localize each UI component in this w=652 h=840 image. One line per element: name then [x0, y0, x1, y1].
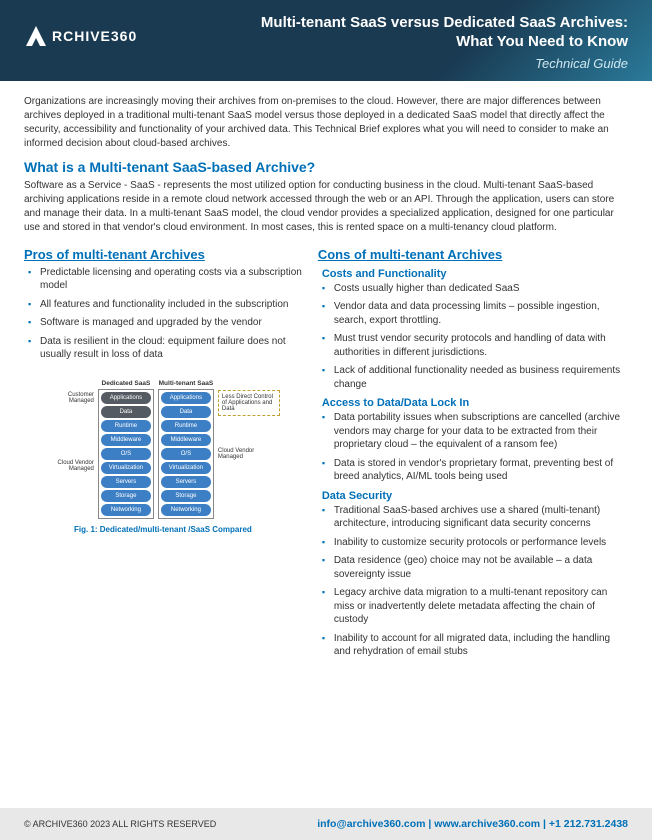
page-footer: © ARCHIVE360 2023 ALL RIGHTS RESERVED in… — [0, 808, 652, 840]
list-item: Software is managed and upgraded by the … — [28, 316, 302, 330]
layer: Servers — [161, 476, 211, 488]
header-title-line2: What You Need to Know — [261, 33, 628, 52]
list-item: Data is stored in vendor's proprietary f… — [322, 457, 628, 484]
cons-heading: Cons of multi-tenant Archives — [318, 247, 628, 262]
copyright-text: © ARCHIVE360 2023 ALL RIGHTS RESERVED — [24, 819, 216, 829]
list-item: Vendor data and data processing limits –… — [322, 300, 628, 327]
multitenant-header: Multi-tenant SaaS — [158, 380, 214, 387]
architecture-diagram: Customer Managed Cloud Vendor Managed De… — [24, 380, 302, 519]
layer: O/S — [161, 448, 211, 460]
intro-paragraph: Organizations are increasingly moving th… — [24, 95, 628, 151]
list-item: Inability to account for all migrated da… — [322, 632, 628, 659]
cons-column: Cons of multi-tenant Archives Costs and … — [318, 241, 628, 664]
dedicated-stack: Applications Data Runtime Middleware O/S… — [98, 389, 154, 519]
list-item: Lack of additional functionality needed … — [322, 364, 628, 391]
layer: Runtime — [161, 420, 211, 432]
header-title-line1: Multi-tenant SaaS versus Dedicated SaaS … — [261, 14, 628, 33]
dedicated-header: Dedicated SaaS — [98, 380, 154, 387]
pros-column: Pros of multi-tenant Archives Predictabl… — [24, 241, 302, 664]
list-item: Costs usually higher than dedicated SaaS — [322, 282, 628, 296]
layer: Middleware — [101, 434, 151, 446]
layer: Virtualization — [101, 462, 151, 474]
list-item: All features and functionality included … — [28, 298, 302, 312]
cons-list: Costs usually higher than dedicated SaaS… — [318, 282, 628, 392]
page-content: Organizations are increasingly moving th… — [0, 81, 652, 674]
archive360-logo-icon — [24, 24, 48, 48]
list-item: Legacy archive data migration to a multi… — [322, 586, 628, 627]
list-item: Data is resilient in the cloud: equipmen… — [28, 335, 302, 362]
list-item: Must trust vendor security protocols and… — [322, 332, 628, 359]
layer: Middleware — [161, 434, 211, 446]
figure-caption: Fig. 1: Dedicated/multi-tenant /SaaS Com… — [24, 525, 302, 534]
layer: Storage — [101, 490, 151, 502]
header-subtitle: Technical Guide — [261, 56, 628, 71]
list-item: Data portability issues when subscriptio… — [322, 411, 628, 452]
cons-list: Data portability issues when subscriptio… — [318, 411, 628, 484]
diagram-left-labels: Customer Managed Cloud Vendor Managed — [46, 380, 94, 516]
layer: Networking — [101, 504, 151, 516]
list-item: Predictable licensing and operating cost… — [28, 266, 302, 293]
cons-group-title: Access to Data/Data Lock In — [322, 397, 628, 409]
logo-text: RCHIVE360 — [52, 28, 137, 44]
label-cloud-vendor-managed-right: Cloud Vendor Managed — [218, 448, 262, 460]
page-header: RCHIVE360 Multi-tenant SaaS versus Dedic… — [0, 0, 652, 81]
section1-heading: What is a Multi-tenant SaaS-based Archiv… — [24, 159, 628, 175]
logo: RCHIVE360 — [24, 24, 137, 48]
cons-group-title: Data Security — [322, 490, 628, 502]
layer: Storage — [161, 490, 211, 502]
layer: Runtime — [101, 420, 151, 432]
list-item: Traditional SaaS-based archives use a sh… — [322, 504, 628, 531]
layer: Servers — [101, 476, 151, 488]
contact-info: info@archive360.com | www.archive360.com… — [317, 818, 628, 830]
pros-heading: Pros of multi-tenant Archives — [24, 247, 302, 262]
list-item: Data residence (geo) choice may not be a… — [322, 554, 628, 581]
list-item: Inability to customize security protocol… — [322, 536, 628, 550]
pros-cons-columns: Pros of multi-tenant Archives Predictabl… — [24, 241, 628, 664]
label-vendor-managed: Cloud Vendor Managed — [46, 416, 94, 516]
diagram-right-annotations: Less Direct Control of Applications and … — [218, 380, 280, 460]
layer: Networking — [161, 504, 211, 516]
layer: Applications — [161, 392, 211, 404]
multitenant-stack-wrapper: Multi-tenant SaaS Applications Data Runt… — [158, 380, 214, 519]
multitenant-stack: Applications Data Runtime Middleware O/S… — [158, 389, 214, 519]
header-titles: Multi-tenant SaaS versus Dedicated SaaS … — [261, 14, 628, 71]
cons-group-title: Costs and Functionality — [322, 268, 628, 280]
label-customer-managed: Customer Managed — [46, 380, 94, 416]
layer: Data — [101, 406, 151, 418]
callout-less-control: Less Direct Control of Applications and … — [218, 390, 280, 416]
layer: Data — [161, 406, 211, 418]
dedicated-stack-wrapper: Dedicated SaaS Applications Data Runtime… — [98, 380, 154, 519]
layer: O/S — [101, 448, 151, 460]
pros-list: Predictable licensing and operating cost… — [24, 266, 302, 362]
section1-body: Software as a Service - SaaS - represent… — [24, 179, 628, 235]
layer: Virtualization — [161, 462, 211, 474]
cons-list: Traditional SaaS-based archives use a sh… — [318, 504, 628, 659]
layer: Applications — [101, 392, 151, 404]
